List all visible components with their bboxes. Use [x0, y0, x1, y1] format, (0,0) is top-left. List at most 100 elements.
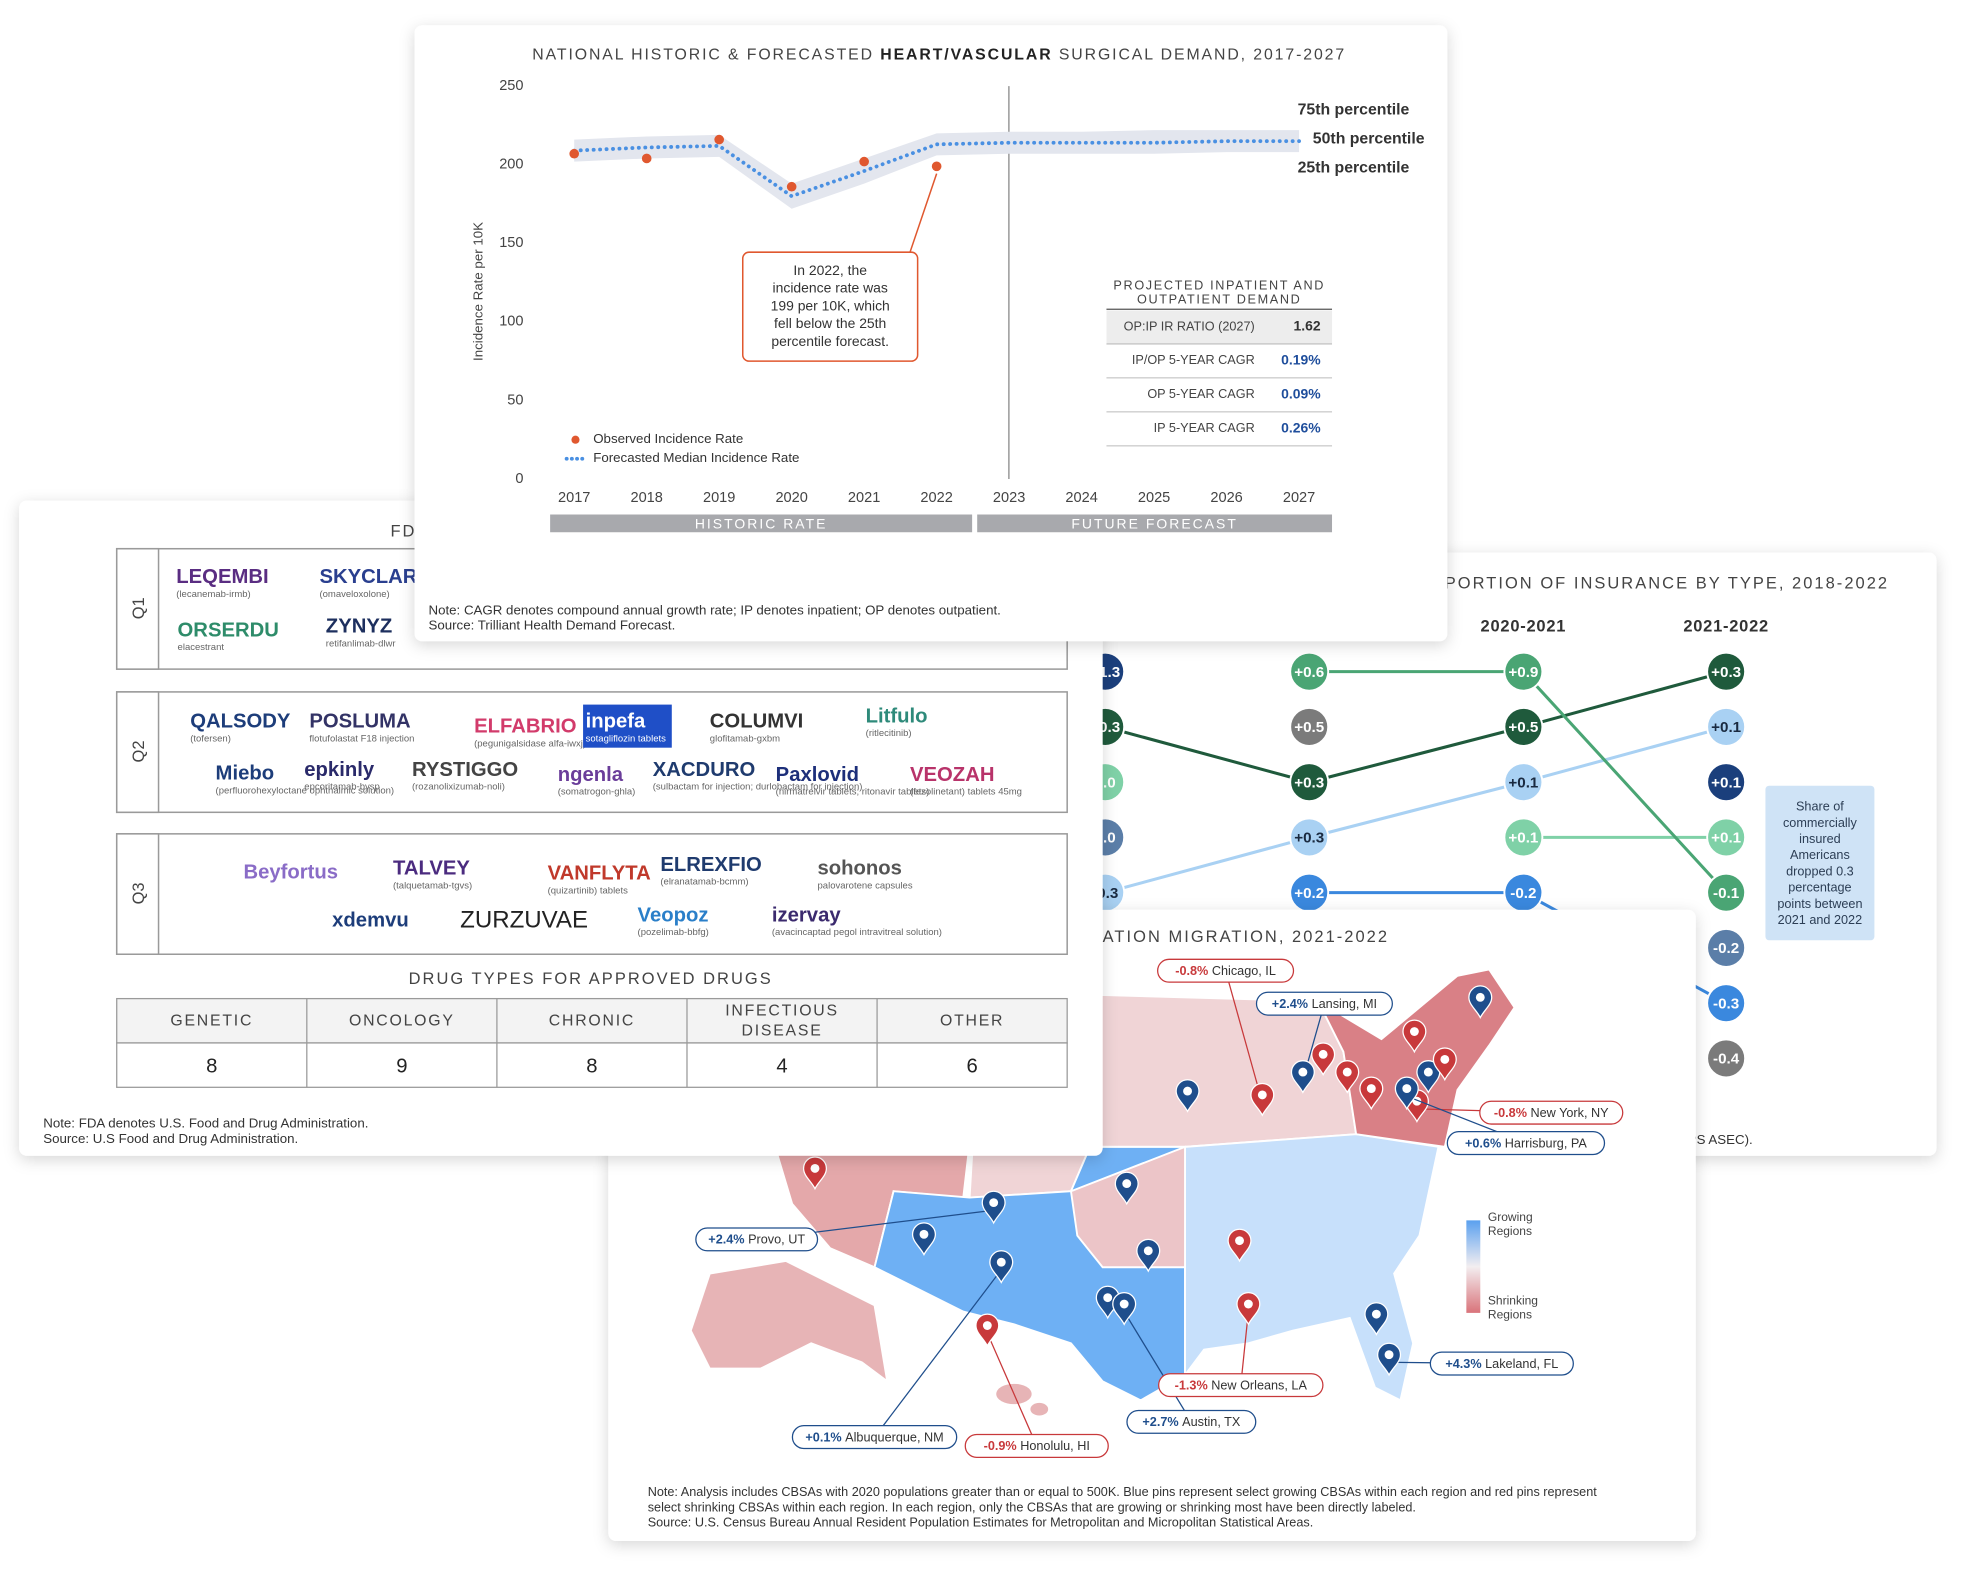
drug-generic: retifanlimab-dlwr [326, 638, 396, 649]
drug-name: ELFABRIO [474, 716, 576, 738]
note-text: Note: FDA denotes U.S. Food and Drug Adm… [43, 1116, 368, 1131]
drug-name: epkinly [304, 759, 375, 781]
callout-text: points between [1777, 897, 1862, 911]
table-cell: 4 [776, 1055, 787, 1077]
source-text: Source: Trilliant Health Demand Forecast… [428, 618, 675, 633]
line-card: NATIONAL HISTORIC & FORECASTED HEART/VAS… [414, 25, 1448, 642]
x-tick-label: 2022 [920, 490, 952, 506]
map-pin [802, 1156, 828, 1191]
value-node [1706, 706, 1747, 747]
x-tick-label: 2017 [558, 490, 590, 506]
city-label-box [1157, 958, 1295, 983]
map-region [1030, 1402, 1049, 1416]
drug-generic: elacestrant [178, 642, 225, 653]
value-label: -0.3 [1713, 995, 1739, 1012]
percentile-band [574, 130, 1300, 209]
map-region [1069, 1145, 1186, 1269]
legend-gradient [1466, 1220, 1481, 1313]
x-tick-label: 2021 [848, 490, 880, 506]
observed-point [786, 181, 797, 192]
inset-label: IP/OP 5-YEAR CAGR [1132, 353, 1255, 367]
city-label: +0.6% Harrisburg, PA [1465, 1137, 1587, 1151]
x-tick-label: 2024 [1065, 490, 1097, 506]
table-header: CHRONIC [549, 1013, 635, 1030]
inset-label: IP 5-YEAR CAGR [1154, 421, 1255, 435]
drug-name: sohonos [818, 858, 902, 880]
map-pin [1432, 1047, 1457, 1082]
map-pin [989, 1250, 1014, 1284]
table-header-bg [116, 997, 1068, 1044]
city-label: +0.1% Albuquerque, NM [805, 1431, 943, 1445]
drug-name: ZURZUVAE [460, 907, 588, 934]
map-pin [1250, 1082, 1275, 1117]
drug-generic: (somatrogon-ghla) [558, 787, 636, 798]
title-part: SURGICAL DEMAND, 2017-2027 [1053, 47, 1347, 64]
drug-generic: palovarotene capsules [818, 880, 913, 891]
drug-name: XACDURO [653, 759, 755, 781]
legend-label: Regions [1488, 1224, 1532, 1238]
leader-line [986, 1332, 1038, 1447]
drug-name: ORSERDU [178, 619, 279, 641]
table-header: DISEASE [742, 1023, 823, 1040]
map-pin [981, 1190, 1006, 1225]
pin-dot [1119, 1299, 1129, 1309]
city-value: +2.4% [1272, 997, 1308, 1011]
drug-name: inpefa [586, 711, 646, 733]
city-label: +2.4% Provo, UT [708, 1233, 805, 1247]
city-name: Chicago, IL [1212, 964, 1276, 978]
x-tick-label: 2020 [775, 490, 807, 506]
title-part: HEART/VASCULAR [880, 47, 1052, 64]
city-label: +2.4% Lansing, MI [1272, 997, 1377, 1011]
callout-text: 2021 and 2022 [1778, 913, 1862, 927]
drug-name: QALSODY [190, 711, 291, 733]
map-pin [1377, 1342, 1402, 1377]
drug-generic: (rozanolixizumab-noli) [412, 781, 505, 792]
annotation-box [741, 251, 919, 362]
value-label: +0.3 [1294, 830, 1324, 847]
chart-title: ATION MIGRATION, 2021-2022 [1103, 928, 1389, 946]
drug-name: izervay [772, 905, 841, 927]
city-value: -0.9% [984, 1440, 1017, 1454]
city-name: Austin, TX [1182, 1415, 1241, 1429]
phase-label: HISTORIC RATE [695, 515, 828, 531]
city-name: Harrisburg, PA [1505, 1137, 1588, 1151]
city-label: +4.3% Lakeland, FL [1445, 1357, 1558, 1371]
pin-dot [1122, 1179, 1132, 1189]
observed-point [859, 156, 869, 167]
annotation-text: In 2022, the [793, 262, 867, 278]
drug-generic: (nirmatrelvir tablets; ritonavir tablets… [776, 787, 930, 798]
inset-value: 1.62 [1294, 318, 1321, 334]
legend-label: Shrinking [1488, 1294, 1538, 1308]
pin-dot [1183, 1086, 1192, 1096]
phase-label: FUTURE FORECAST [1071, 515, 1238, 531]
value-node [1503, 817, 1544, 858]
legend-label: Growing [1488, 1210, 1533, 1224]
drug-generic: (omaveloxolone) [319, 589, 389, 600]
drug-generic: sotagliflozin tablets [586, 733, 667, 744]
callout-text: percentage [1788, 881, 1851, 895]
drug-name: LEQEMBI [176, 566, 268, 588]
quarter-tab [115, 691, 160, 814]
inset-title: PROJECTED INPATIENT AND [1113, 279, 1325, 293]
pin-dot [996, 1257, 1006, 1267]
city-name: New Orleans, LA [1211, 1379, 1307, 1393]
map-pin [1416, 1060, 1441, 1094]
value-label: +0.1 [1508, 774, 1539, 791]
inset-label: OP:IP IR RATIO (2027) [1124, 319, 1255, 333]
y-tick-label: 200 [499, 157, 523, 173]
y-axis-label: Incidence Rate per 10K [471, 222, 486, 361]
note-text: Source: U.S. Census Bureau Annual Reside… [648, 1516, 1314, 1530]
drug-name: Veopoz [638, 905, 709, 927]
table-cell: 8 [586, 1055, 597, 1077]
drug-generic: (sulbactam for injection; durlobactam fo… [653, 781, 863, 792]
city-label-box [791, 1425, 958, 1450]
drug-generic: (perfluorohexyloctane ophthalmic solutio… [216, 785, 394, 796]
pin-dot [1475, 992, 1485, 1002]
map-pin [1468, 985, 1493, 1020]
leader-line [1224, 970, 1263, 1103]
inset-row-bg [1106, 310, 1333, 344]
city-name: Lansing, MI [1312, 997, 1377, 1011]
callout-box [1765, 785, 1875, 941]
drug-name: ZYNYZ [326, 616, 392, 638]
